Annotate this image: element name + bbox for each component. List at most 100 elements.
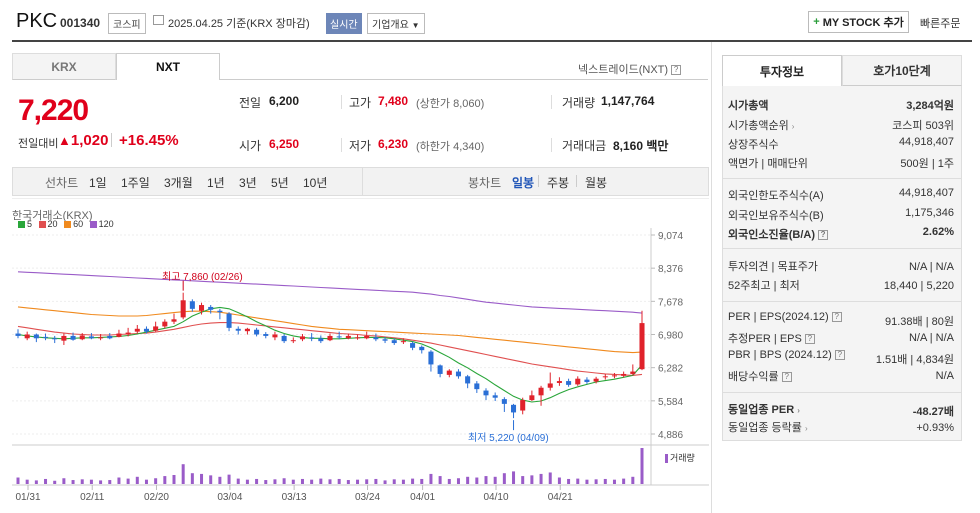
foreign-ratio-label: 외국인소진율(B/A) ?: [728, 226, 829, 242]
candle-body: [199, 305, 205, 311]
help-icon[interactable]: ?: [818, 230, 829, 241]
peer-rate-value: +0.93%: [916, 422, 954, 434]
chevron-right-icon[interactable]: ›: [791, 122, 795, 131]
tab-orderbook[interactable]: 호가10단계: [842, 55, 962, 86]
period-5y[interactable]: 5년: [271, 176, 289, 190]
quick-order-link[interactable]: 빠른주문: [920, 18, 961, 30]
tab-invest-info[interactable]: 투자정보: [722, 55, 842, 86]
peer-rate-text: 동일업종 등락률: [728, 422, 802, 434]
candle-monthly[interactable]: 월봉: [585, 176, 608, 190]
volume-bar: [640, 448, 644, 484]
x-tick-label: 04/10: [483, 492, 508, 503]
candle-body: [61, 335, 67, 341]
per-label: PER | EPS(2024.12) ?: [728, 311, 842, 323]
help-icon[interactable]: ?: [781, 372, 792, 383]
ma20-line: [17, 322, 643, 376]
ma20-label: 20: [47, 219, 58, 229]
candle-body: [153, 326, 159, 331]
candle-body: [364, 335, 370, 339]
volume-bar: [466, 476, 470, 484]
volume-bar: [594, 479, 598, 484]
help-icon[interactable]: ?: [834, 350, 845, 361]
period-divider: [538, 175, 539, 187]
foreign-ratio-text: 외국인소진율(B/A): [728, 229, 815, 241]
candle-body: [309, 337, 315, 339]
period-3y[interactable]: 3년: [239, 176, 257, 190]
candle-body: [217, 310, 223, 313]
chevron-right-icon[interactable]: ›: [797, 406, 800, 415]
price-chart[interactable]: 9,074 8,376 7,678 6,980 6,282 5,584 4,886 01/31…: [12, 198, 709, 513]
per-text: PER | EPS(2024.12): [728, 311, 829, 323]
max-annotation: 최고 7,860 (02/26): [162, 272, 243, 283]
volume-bar: [181, 464, 185, 484]
candle-body: [70, 335, 76, 340]
my-stock-add-button[interactable]: + MY STOCK 추가: [808, 11, 909, 33]
y-tick-label: 6,282: [658, 364, 683, 375]
volume-bar: [108, 480, 112, 484]
candle-daily[interactable]: 일봉: [512, 176, 535, 190]
volume-bar: [190, 473, 194, 484]
est-per-label: 추정PER | EPS ?: [728, 330, 815, 346]
candle-weekly[interactable]: 주봉: [547, 176, 570, 190]
tab-krx[interactable]: KRX: [12, 53, 116, 80]
candle-body: [125, 332, 131, 335]
volume-bar: [144, 479, 148, 484]
col-divider: [551, 138, 552, 152]
line-chart-label: 선차트: [45, 176, 79, 190]
volume-bar: [475, 477, 479, 484]
volume-label: 거래량: [562, 96, 596, 110]
period-1w[interactable]: 1주일: [121, 176, 150, 190]
period-bar: [12, 167, 709, 196]
peer-per-value: -48.27배: [912, 406, 954, 418]
col-divider: [341, 138, 342, 152]
change-percent: +16.45%: [119, 132, 179, 149]
volume-bar: [401, 479, 405, 484]
header-divider: [12, 40, 972, 42]
volume-bar: [365, 479, 369, 484]
candle-body: [538, 387, 544, 396]
help-icon[interactable]: ?: [804, 334, 815, 345]
volume-bar: [539, 473, 543, 484]
help-icon[interactable]: ?: [671, 65, 682, 76]
volume-bar: [356, 479, 360, 484]
pbr-text: PBR | BPS (2024.12): [728, 349, 832, 361]
change-divider: [111, 133, 112, 147]
tab-nxt[interactable]: NXT: [116, 53, 220, 80]
volume-bar: [310, 479, 314, 484]
period-10y[interactable]: 10년: [303, 176, 328, 190]
volume-bar: [273, 479, 277, 484]
help-icon[interactable]: ?: [831, 312, 842, 323]
open-value: 6,250: [269, 137, 300, 151]
candle-body: [116, 333, 122, 337]
chevron-right-icon[interactable]: ›: [804, 424, 808, 433]
period-divider: [362, 168, 363, 195]
period-3m[interactable]: 3개월: [164, 176, 193, 190]
quote-date: 2025.04.25 기준(KRX 장마감): [168, 15, 310, 31]
candle-body: [593, 378, 599, 382]
min-annotation: 최저 5,220 (04/09): [468, 433, 549, 444]
volume-bar: [484, 476, 488, 484]
opinion-label: 투자의견 | 목표주가: [728, 261, 818, 273]
volume-value: 1,147,764: [601, 94, 655, 108]
section-divider: [722, 248, 962, 249]
date-value: 2025.04.25: [168, 18, 224, 30]
company-overview-button[interactable]: 기업개요 ▼: [367, 13, 425, 34]
period-1d[interactable]: 1일: [89, 176, 107, 190]
candle-body: [391, 340, 397, 344]
mcap-label: 시가총액: [728, 100, 769, 112]
col-divider: [341, 95, 342, 109]
period-1y[interactable]: 1년: [207, 176, 225, 190]
volume-bar: [429, 473, 433, 484]
volume-bar: [567, 478, 571, 484]
volume-bar: [328, 479, 332, 484]
volume-bar: [420, 478, 424, 484]
candle-body: [584, 379, 590, 383]
ma120-label: 120: [98, 219, 114, 229]
volume-bar: [300, 478, 304, 484]
realtime-button[interactable]: 실시간: [326, 13, 362, 34]
mcap-rank-value: 코스피 503위: [892, 120, 954, 132]
candle-body: [556, 381, 562, 383]
candle-body: [272, 334, 278, 338]
stock-name: PKC: [16, 10, 58, 32]
candle-body: [639, 323, 645, 370]
